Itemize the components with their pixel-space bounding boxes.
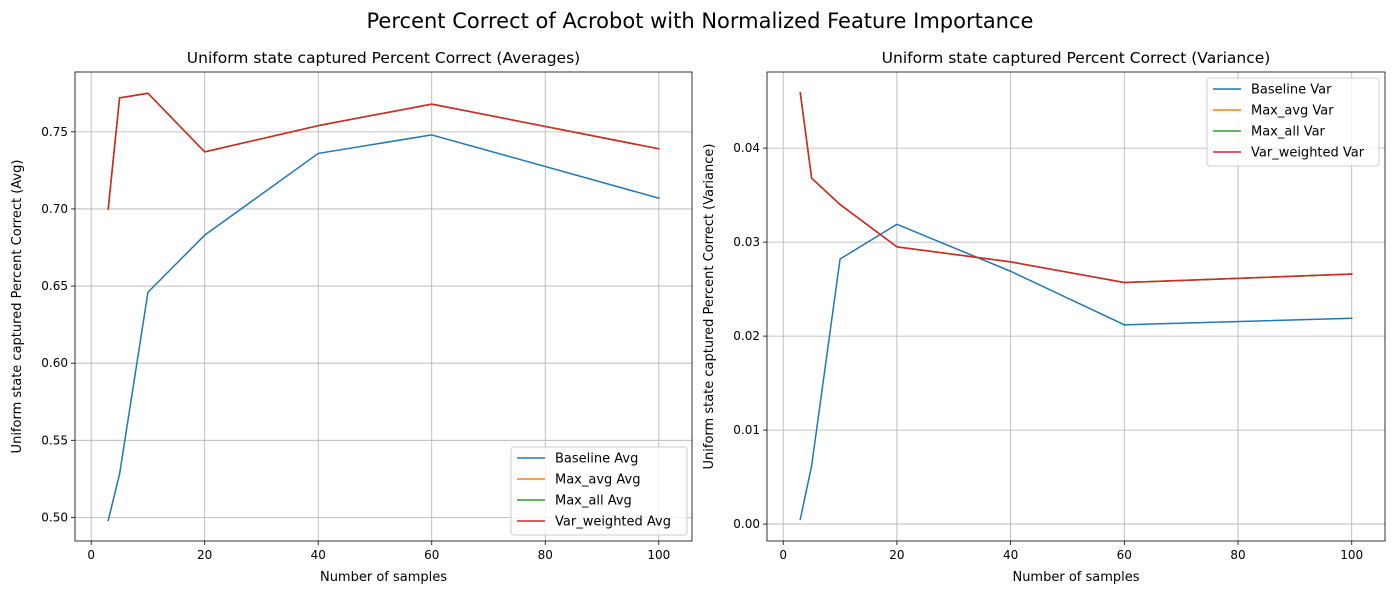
x-tick-label: 20 [889, 548, 904, 562]
y-tick-label: 0.04 [733, 141, 760, 155]
y-tick-label: 0.50 [41, 510, 68, 524]
legend-label: Max_all Avg [555, 494, 632, 509]
legend-entry: Max_all Var [1213, 125, 1326, 140]
series-line-var-weighted-avg [107, 92, 660, 210]
y-axis-label: Uniform state captured Percent Correct (… [702, 144, 717, 470]
y-axis-label: Uniform state captured Percent Correct (… [10, 160, 25, 454]
figure-title: Percent Correct of Acrobot with Normaliz… [367, 9, 1034, 33]
variance-panel: 0 20 40 60 80 100 0.00 0.01 0.02 0.03 0.04 Uniform … [702, 49, 1386, 585]
legend-entry: Max_avg Avg [517, 473, 641, 488]
legend-entry: Max_avg Var [1213, 104, 1334, 119]
legend: Baseline Var Max_avg Var Max_all Var Var_we… [1206, 77, 1380, 167]
legend-label: Max_avg Var [1251, 104, 1334, 119]
legend: Baseline Avg Max_avg Avg Max_all Avg Var_we… [510, 446, 688, 536]
averages-panel: 0 20 40 60 80 100 0.50 0.55 0.60 0.65 0.70 0.75 Unif… [10, 49, 693, 585]
x-tick-label: 40 [1003, 548, 1018, 562]
x-tick-label: 0 [779, 548, 787, 562]
legend-entry: Var_weighted Avg [517, 515, 671, 530]
y-tick-label: 0.01 [733, 423, 760, 437]
y-tick-label: 0.75 [41, 125, 68, 139]
legend-entry: Baseline Var [1213, 83, 1332, 98]
legend-label: Baseline Avg [555, 452, 638, 467]
y-tick-label: 0.55 [41, 433, 68, 447]
legend-box [1206, 77, 1380, 167]
legend-label: Var_weighted Avg [555, 515, 671, 530]
series-line-baseline-avg [107, 134, 660, 522]
legend-label: Max_avg Avg [555, 473, 641, 488]
x-tick-label: 60 [424, 548, 439, 562]
axes-frame [74, 71, 693, 542]
series-line-baseline-var [799, 223, 1353, 521]
series-line-var-weighted-var [799, 91, 1353, 284]
legend-entry: Var_weighted Var [1213, 146, 1365, 161]
y-tick-label: 0.03 [733, 235, 760, 249]
legend-label: Baseline Var [1251, 83, 1332, 98]
x-axis-label: Number of samples [320, 570, 447, 585]
y-tick-label: 0.02 [733, 329, 760, 343]
legend-label: Max_all Var [1251, 125, 1326, 140]
legend-box [510, 446, 688, 536]
x-tick-label: 20 [197, 548, 212, 562]
y-tick-label: 0.70 [41, 202, 68, 216]
x-tick-label: 100 [647, 548, 670, 562]
subplot-title: Uniform state captured Percent Correct (… [187, 49, 580, 67]
x-tick-label: 80 [538, 548, 553, 562]
legend-entry: Baseline Avg [517, 452, 638, 467]
y-tick-label: 0.60 [41, 356, 68, 370]
x-tick-label: 80 [1230, 548, 1245, 562]
axes-frame [766, 71, 1386, 542]
x-axis-label: Number of samples [1012, 570, 1139, 585]
legend-entry: Max_all Avg [517, 494, 632, 509]
y-tick-label: 0.65 [41, 279, 68, 293]
legend-label: Var_weighted Var [1251, 146, 1365, 161]
x-tick-label: 60 [1117, 548, 1132, 562]
x-tick-label: 0 [87, 548, 95, 562]
x-tick-label: 40 [311, 548, 326, 562]
x-tick-label: 100 [1340, 548, 1363, 562]
subplot-title: Uniform state captured Percent Correct (… [882, 49, 1271, 67]
y-tick-label: 0.00 [733, 517, 760, 531]
